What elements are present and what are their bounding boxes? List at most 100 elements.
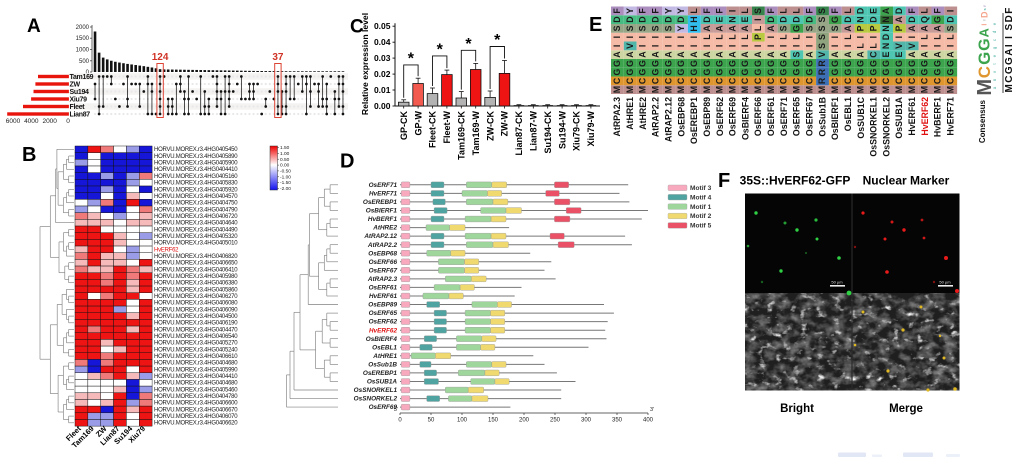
svg-text:D: D <box>676 16 686 22</box>
svg-text:C: C <box>689 77 699 84</box>
svg-text:*: * <box>465 36 472 53</box>
svg-text:G: G <box>894 60 904 67</box>
svg-text:A: A <box>945 51 955 58</box>
svg-text:I: I <box>651 45 661 47</box>
svg-text:ZW-W: ZW-W <box>500 111 510 137</box>
svg-text:C: C <box>933 77 943 84</box>
svg-text:V: V <box>894 43 904 49</box>
svg-text:C: C <box>625 77 635 84</box>
svg-text:I: I <box>676 45 686 47</box>
svg-text:2000: 2000 <box>42 118 57 125</box>
svg-text:A: A <box>830 51 840 58</box>
svg-text:C: C <box>907 77 917 84</box>
svg-text:Y: Y <box>676 25 686 31</box>
svg-text:G: G <box>856 60 866 67</box>
svg-text:L: L <box>702 34 712 40</box>
svg-text:G: G <box>638 60 648 67</box>
svg-text:G: G <box>740 69 750 76</box>
svg-text:HvERF61: HvERF61 <box>369 293 398 300</box>
svg-text:I: I <box>753 18 763 20</box>
svg-text:-1.00: -1.00 <box>280 174 291 180</box>
svg-text:e: e <box>992 22 997 25</box>
svg-text:HORVU.MOREX.r3.4HG0405900: HORVU.MOREX.r3.4HG0405900 <box>154 161 238 167</box>
svg-text:D: D <box>945 16 955 22</box>
svg-text:A: A <box>27 16 41 37</box>
svg-text:R: R <box>817 68 827 75</box>
svg-text:OsBIERF1: OsBIERF1 <box>366 208 398 215</box>
svg-text:D: D <box>894 8 904 14</box>
svg-text:Su194: Su194 <box>70 89 90 96</box>
svg-text:HORVU.MOREX.r3.4HG0405160: HORVU.MOREX.r3.4HG0405160 <box>154 174 238 180</box>
svg-text:M: M <box>715 86 725 93</box>
svg-text:A: A <box>702 25 712 32</box>
svg-text:S: S <box>651 25 661 31</box>
svg-text:H: H <box>689 25 699 31</box>
svg-text:A: A <box>933 51 943 58</box>
svg-text:OsERF65: OsERF65 <box>369 310 398 317</box>
svg-text:V: V <box>907 43 917 49</box>
svg-text:I: I <box>740 45 750 47</box>
svg-text:L: L <box>843 34 853 40</box>
svg-text:ZW-CK: ZW-CK <box>485 111 495 141</box>
svg-text:F: F <box>702 8 712 14</box>
svg-text:L: L <box>753 25 763 31</box>
svg-text:HORVU.MOREX.r3.4HG0404410: HORVU.MOREX.r3.4HG0404410 <box>154 167 238 173</box>
svg-text:A: A <box>753 51 763 58</box>
svg-text:F: F <box>766 8 776 14</box>
svg-text:C: C <box>702 77 712 84</box>
svg-text:HORVU.MOREX.r3.4HG0404490: HORVU.MOREX.r3.4HG0404490 <box>154 227 238 233</box>
svg-text:G: G <box>933 60 943 67</box>
svg-text:Su194-CK: Su194-CK <box>543 111 553 154</box>
svg-text:I: I <box>779 45 789 47</box>
svg-text:C: C <box>740 77 750 84</box>
svg-text:A: A <box>933 25 943 32</box>
svg-text:S: S <box>817 17 827 23</box>
svg-text:v: v <box>992 70 997 73</box>
svg-text:37: 37 <box>272 52 284 63</box>
svg-text:HORVU.MOREX.r3.4HG0406070: HORVU.MOREX.r3.4HG0406070 <box>154 414 238 420</box>
svg-text:G: G <box>676 60 686 67</box>
svg-text:4000: 4000 <box>24 118 39 125</box>
svg-text:L: L <box>920 8 930 14</box>
svg-text:Tam169-W: Tam169-W <box>471 111 481 156</box>
svg-text:6000: 6000 <box>6 118 21 125</box>
svg-text:I: I <box>727 10 737 12</box>
svg-text:A: A <box>663 51 673 58</box>
svg-text:L: L <box>792 34 802 40</box>
svg-text:0.50: 0.50 <box>280 157 290 163</box>
svg-text:HORVU.MOREX.r3.4HG0405010: HORVU.MOREX.r3.4HG0405010 <box>154 241 238 247</box>
svg-text:OsEBP89: OsEBP89 <box>368 302 397 309</box>
svg-text:HORVU.MOREX.r3.4HG0406610: HORVU.MOREX.r3.4HG0406610 <box>154 354 238 360</box>
svg-text:C: C <box>792 77 802 84</box>
svg-text:HvBERF1: HvBERF1 <box>368 216 398 223</box>
svg-text:S: S <box>792 52 802 58</box>
svg-text:G: G <box>856 69 866 76</box>
svg-text:-2.00: -2.00 <box>280 186 291 192</box>
svg-text:G: G <box>651 69 661 76</box>
svg-text:AtRAP2.2: AtRAP2.2 <box>367 242 398 249</box>
svg-text:2000: 2000 <box>76 25 90 31</box>
svg-text:c: c <box>992 38 997 41</box>
svg-text:OsSub1B: OsSub1B <box>368 362 397 369</box>
svg-text:35S::HvERF62-GFP: 35S::HvERF62-GFP <box>740 174 851 188</box>
svg-text:AtHRE1: AtHRE1 <box>625 97 635 130</box>
svg-text:C: C <box>766 77 776 84</box>
svg-text:L: L <box>792 8 802 14</box>
svg-text:L: L <box>740 34 750 40</box>
svg-text:M: M <box>766 86 776 93</box>
svg-text:50 µm: 50 µm <box>831 280 843 285</box>
svg-text:A: A <box>612 51 622 58</box>
svg-text:I: I <box>804 45 814 47</box>
svg-text:F: F <box>718 170 730 192</box>
svg-text:G: G <box>740 60 750 67</box>
svg-text:OsBIERF4: OsBIERF4 <box>366 336 398 343</box>
svg-text:M: M <box>804 86 814 93</box>
svg-text:G: G <box>625 69 635 76</box>
svg-text:HvERF61: HvERF61 <box>907 97 917 136</box>
svg-text:OsERF67: OsERF67 <box>369 267 398 274</box>
svg-text:S: S <box>817 34 827 40</box>
svg-text:M: M <box>689 86 699 93</box>
svg-text:A: A <box>856 51 866 58</box>
svg-text:G: G <box>676 69 686 76</box>
svg-text:S: S <box>753 8 763 14</box>
